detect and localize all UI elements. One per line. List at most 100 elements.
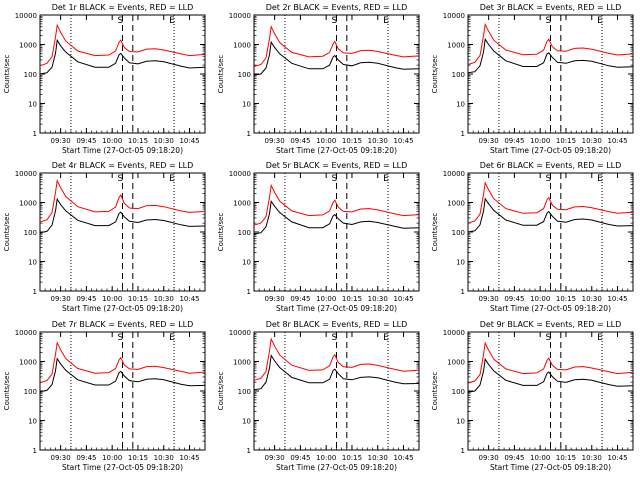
- y-tick-label: 10000: [229, 170, 251, 178]
- x-axis-label: Start Time (27-Oct-05 09:18:20): [62, 463, 183, 472]
- x-tick-label: 10:15: [556, 454, 576, 462]
- y-tick-label: 10000: [229, 12, 251, 20]
- y-tick-label: 100: [24, 229, 37, 237]
- x-tick-label: 10:15: [128, 454, 148, 462]
- y-tick-label: 1: [247, 447, 251, 455]
- y-tick-label: 10: [28, 101, 37, 109]
- y-tick-label: 10000: [443, 170, 465, 178]
- marker-letter-e: E: [383, 333, 389, 343]
- x-axis-label: Start Time (27-Oct-05 09:18:20): [490, 463, 611, 472]
- x-tick-label: 10:00: [530, 137, 550, 145]
- y-tick-label: 10: [456, 259, 465, 267]
- series-events-line: [253, 354, 420, 391]
- series-events-line: [253, 199, 420, 235]
- y-axis-label: Counts/sec: [3, 213, 11, 252]
- marker-letter-e: E: [169, 16, 175, 26]
- x-tick-label: 10:00: [102, 454, 122, 462]
- y-tick-label: 100: [238, 388, 251, 396]
- panel-title: Det 1r BLACK = Events, RED = LLD: [52, 3, 194, 12]
- x-tick-label: 10:30: [154, 137, 174, 145]
- marker-letter-s: S: [118, 16, 124, 26]
- marker-letter-s: S: [332, 16, 338, 26]
- y-axis-label: Counts/sec: [3, 55, 11, 94]
- x-tick-label: 10:15: [342, 454, 362, 462]
- x-axis-label: Start Time (27-Oct-05 09:18:20): [490, 304, 611, 313]
- y-tick-label: 100: [452, 71, 465, 79]
- x-tick-label: 10:45: [607, 137, 627, 145]
- x-tick-label: 10:00: [102, 137, 122, 145]
- y-tick-label: 10000: [443, 329, 465, 337]
- y-tick-label: 1: [33, 288, 37, 296]
- marker-letter-e: E: [169, 333, 175, 343]
- y-tick-label: 10000: [15, 329, 37, 337]
- series-lld-line: [467, 341, 634, 384]
- x-tick-label: 10:00: [316, 137, 336, 145]
- panel-det-5: Det 5r BLACK = Events, RED = LLD S E 10000 1…: [217, 161, 420, 313]
- panel-det-8: Det 8r BLACK = Events, RED = LLD S E 10000 1…: [217, 320, 420, 472]
- series-events-line: [467, 357, 634, 393]
- x-axis-label: Start Time (27-Oct-05 09:18:20): [490, 146, 611, 155]
- x-tick-label: 09:30: [479, 454, 499, 462]
- x-axis-label: Start Time (27-Oct-05 09:18:20): [62, 146, 183, 155]
- y-tick-label: 10: [242, 101, 251, 109]
- series-events-line: [39, 357, 206, 393]
- y-tick-label: 100: [452, 388, 465, 396]
- y-tick-label: 1000: [447, 42, 465, 50]
- x-tick-label: 10:45: [393, 295, 413, 303]
- marker-letter-s: S: [118, 333, 124, 343]
- series-events-line: [253, 40, 420, 76]
- x-axis-label: Start Time (27-Oct-05 09:18:20): [62, 304, 183, 313]
- y-tick-label: 1: [33, 447, 37, 455]
- series-lld-line: [39, 341, 206, 384]
- marker-letter-e: E: [383, 174, 389, 184]
- panel-det-9: Det 9r BLACK = Events, RED = LLD S E 10000 1…: [431, 320, 634, 472]
- x-tick-label: 10:00: [102, 295, 122, 303]
- y-tick-label: 100: [452, 229, 465, 237]
- x-tick-label: 10:15: [556, 295, 576, 303]
- marker-letter-s: S: [546, 333, 552, 343]
- x-tick-label: 09:30: [51, 137, 71, 145]
- panel-det-1: Det 1r BLACK = Events, RED = LLD S E 10000 1…: [3, 3, 206, 155]
- y-tick-label: 10: [242, 418, 251, 426]
- marker-letter-s: S: [546, 174, 552, 184]
- x-tick-label: 10:15: [128, 295, 148, 303]
- y-tick-label: 100: [24, 71, 37, 79]
- y-tick-label: 10000: [443, 12, 465, 20]
- marker-letter-s: S: [332, 333, 338, 343]
- y-tick-label: 1000: [233, 359, 251, 367]
- x-tick-label: 09:30: [51, 295, 71, 303]
- x-tick-label: 09:45: [290, 454, 310, 462]
- x-axis-label: Start Time (27-Oct-05 09:18:20): [276, 304, 397, 313]
- marker-letter-s: S: [332, 174, 338, 184]
- x-tick-label: 09:30: [265, 137, 285, 145]
- x-tick-label: 10:45: [393, 137, 413, 145]
- x-tick-label: 09:45: [290, 137, 310, 145]
- series-events-line: [467, 197, 634, 233]
- x-tick-label: 10:45: [393, 454, 413, 462]
- marker-letter-e: E: [597, 174, 603, 184]
- y-tick-label: 10000: [15, 170, 37, 178]
- x-tick-label: 10:15: [342, 137, 362, 145]
- x-tick-label: 09:45: [290, 295, 310, 303]
- x-tick-label: 10:45: [179, 295, 199, 303]
- y-axis-label: Counts/sec: [217, 213, 225, 252]
- x-tick-label: 10:30: [582, 137, 602, 145]
- x-tick-label: 09:45: [76, 454, 96, 462]
- series-events-line: [39, 197, 206, 234]
- panel-title: Det 4r BLACK = Events, RED = LLD: [52, 161, 194, 170]
- x-tick-label: 09:30: [479, 137, 499, 145]
- x-tick-label: 09:45: [504, 137, 524, 145]
- series-lld-line: [39, 179, 206, 223]
- y-tick-label: 10: [28, 259, 37, 267]
- series-lld-line: [39, 23, 206, 67]
- x-axis-label: Start Time (27-Oct-05 09:18:20): [276, 146, 397, 155]
- x-tick-label: 10:30: [582, 295, 602, 303]
- x-tick-label: 10:30: [154, 454, 174, 462]
- panel-det-3: Det 3r BLACK = Events, RED = LLD S E 10000 1…: [431, 3, 634, 155]
- y-tick-label: 10000: [15, 12, 37, 20]
- panel-det-6: Det 6r BLACK = Events, RED = LLD S E 10000 1…: [431, 161, 634, 313]
- series-events-line: [39, 38, 206, 75]
- y-tick-label: 1: [461, 288, 465, 296]
- x-tick-label: 09:30: [479, 295, 499, 303]
